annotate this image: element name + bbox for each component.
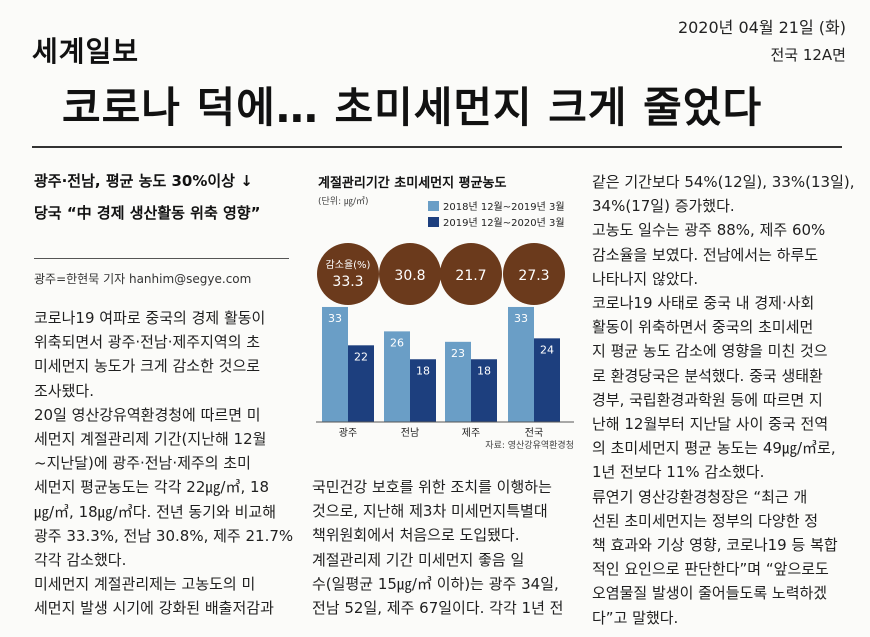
bar-value-label: 18 bbox=[477, 364, 491, 377]
article-line: 류연기 영산강환경청장은 “최근 개 bbox=[592, 487, 808, 506]
article-line: 감소율을 보였다. 전남에서는 하루도 bbox=[592, 245, 819, 264]
category-label: 광주 bbox=[339, 427, 357, 439]
article-line: 미세먼지 계절관리제는 고농도의 미 bbox=[34, 575, 256, 594]
article-line: 지 평균 농도 감소에 영향을 미친 것으 bbox=[592, 342, 828, 361]
article-line: 같은 기간보다 54%(12일), 33%(13일), bbox=[592, 173, 855, 191]
reduction-bubble bbox=[317, 243, 379, 305]
chart-source: 자료: 영산강유역환경청 bbox=[485, 441, 574, 451]
article-line: 국민건강 보호를 위한 조치를 이행하는 bbox=[312, 478, 552, 496]
article-line: 것으로, 지난해 제3차 미세먼지특별대 bbox=[312, 502, 548, 521]
reduction-value: 21.7 bbox=[455, 268, 486, 284]
chart-bar bbox=[348, 345, 374, 422]
article-line: 코로나19 여파로 중국의 경제 활동이 bbox=[34, 309, 266, 327]
subheadline-1: 광주·전남, 평균 농도 30%이상 ↓ bbox=[34, 172, 253, 190]
reduction-value: 30.8 bbox=[394, 268, 425, 284]
legend-swatch bbox=[428, 217, 439, 227]
publication-date: 2020년 04월 21일 (화) bbox=[677, 18, 846, 37]
pm25-chart: 계절관리기간 초미세먼지 평균농도 (단위: ㎍/㎥) 2018년 12월~20… bbox=[312, 168, 578, 458]
headline: 코로나 덕에… 초미세먼지 크게 줄었다 bbox=[62, 83, 763, 132]
article-line: 조사됐다. bbox=[34, 381, 94, 400]
chart-bar bbox=[471, 359, 497, 422]
reduction-value: 33.3 bbox=[332, 274, 363, 290]
chart-bar bbox=[445, 341, 471, 422]
article-line: 경부, 국립환경과학원 등에 따르면 지 bbox=[592, 390, 823, 409]
article-line: 활동이 위축하면서 중국의 초미세먼 bbox=[592, 318, 814, 337]
article-line: 나타나지 않았다. bbox=[592, 269, 699, 288]
article-line: 다”고 말했다. bbox=[592, 608, 679, 627]
article-line: 위축되면서 광주·전남·제주지역의 초 bbox=[34, 333, 261, 352]
headline-rule bbox=[32, 146, 842, 148]
chart-bar bbox=[384, 331, 410, 422]
bar-value-label: 23 bbox=[451, 347, 465, 360]
article-line: 적인 요인으로 판단한다”며 “앞으로도 bbox=[592, 560, 829, 579]
legend-swatch bbox=[428, 201, 439, 211]
article-line: 수(일평균 15㎍/㎥ 이하)는 광주 34일, bbox=[312, 574, 559, 593]
article-line: 의 초미세먼지 평균 농도는 49㎍/㎥로, bbox=[592, 439, 836, 458]
category-label: 제주 bbox=[462, 427, 480, 439]
reduction-bubble bbox=[503, 243, 565, 305]
article-line: 선된 초미세먼지는 정부의 다양한 정 bbox=[592, 511, 819, 530]
article-line: 세먼지 계절관리제 기간(지난해 12월 bbox=[34, 430, 267, 449]
article-line: 로 환경당국은 분석했다. 중국 생태환 bbox=[592, 366, 823, 385]
category-label: 전국 bbox=[525, 427, 543, 439]
article-line: 코로나19 사태로 중국 내 경제·사회 bbox=[592, 294, 815, 313]
article-line: 고농도 일수는 광주 88%, 제주 60% bbox=[592, 221, 826, 240]
article-line: 각각 감소했다. bbox=[34, 551, 127, 570]
article-line: 계절관리제 기간 미세먼지 좋음 일 bbox=[312, 550, 525, 569]
bar-value-label: 33 bbox=[514, 312, 528, 325]
article-line: 난해 12월부터 지난달 사이 중국 전역 bbox=[592, 415, 829, 434]
bar-value-label: 22 bbox=[354, 350, 368, 363]
chart-bar bbox=[508, 306, 534, 422]
chart-unit: (단위: ㎍/㎥) bbox=[318, 197, 369, 207]
article-line: 34%(17일) 증가했다. bbox=[592, 197, 735, 216]
article-line: ㎍/㎥, 18㎍/㎥다. 전년 동기와 비교해 bbox=[34, 502, 277, 521]
bar-value-label: 33 bbox=[328, 312, 342, 325]
article-line: 20일 영산강유역환경청에 따르면 미 bbox=[34, 405, 261, 424]
reduction-bubble bbox=[379, 243, 441, 305]
legend-label: 2019년 12월~2020년 3월 bbox=[443, 217, 565, 229]
chart-bar bbox=[410, 359, 436, 422]
article-line: 책 효과와 기상 영향, 코로나19 등 복합 bbox=[592, 536, 838, 555]
page-number: 전국 12A면 bbox=[770, 46, 846, 64]
article-line: 광주 33.3%, 전남 30.8%, 제주 21.7% bbox=[34, 526, 294, 545]
legend-label: 2018년 12월~2019년 3월 bbox=[443, 201, 565, 213]
article-line: 전남 52일, 제주 67일이다. 각각 1년 전 bbox=[312, 599, 564, 618]
article-line: 미세먼지 농도가 크게 감소한 것으로 bbox=[34, 357, 261, 376]
bar-value-label: 18 bbox=[416, 364, 430, 377]
subheadline-2: 당국 “中 경제 생산활동 위축 영향” bbox=[34, 204, 261, 222]
reduction-label: 감소율(%) bbox=[326, 259, 371, 271]
article-line: ~지난달)에 광주·전남·제주의 초미 bbox=[34, 454, 251, 473]
article-line: 책위원회에서 처음으로 도입됐다. bbox=[312, 526, 520, 545]
byline: 광주=한현묵 기자 hanhim@segye.com bbox=[34, 272, 252, 286]
article-line: 오염물질 발생이 줄어들도록 노력하겠 bbox=[592, 584, 828, 603]
chart-title: 계절관리기간 초미세먼지 평균농도 bbox=[318, 176, 507, 191]
chart-bar bbox=[534, 338, 560, 422]
bar-value-label: 24 bbox=[540, 343, 554, 356]
bar-value-label: 26 bbox=[390, 336, 404, 349]
article-line: 세먼지 발생 시기에 강화된 배출저감과 bbox=[34, 599, 274, 618]
reduction-bubble bbox=[440, 243, 502, 305]
byline-rule bbox=[34, 258, 289, 259]
article-line: 1년 전보다 11% 감소했다. bbox=[592, 463, 765, 482]
article-column-3: 같은 기간보다 54%(12일), 33%(13일), 34%(17일) 증가했다… bbox=[592, 170, 855, 630]
category-label: 전남 bbox=[401, 427, 419, 439]
article-line: 세먼지 평균농도는 각각 22㎍/㎥, 18 bbox=[34, 478, 270, 497]
chart-svg: 2018년 12월~2019년 3월 2019년 12월~2020년 3월감소율(… bbox=[316, 201, 574, 439]
reduction-value: 27.3 bbox=[518, 268, 549, 284]
masthead: 세계일보 bbox=[32, 35, 140, 68]
chart-bar bbox=[322, 306, 348, 422]
